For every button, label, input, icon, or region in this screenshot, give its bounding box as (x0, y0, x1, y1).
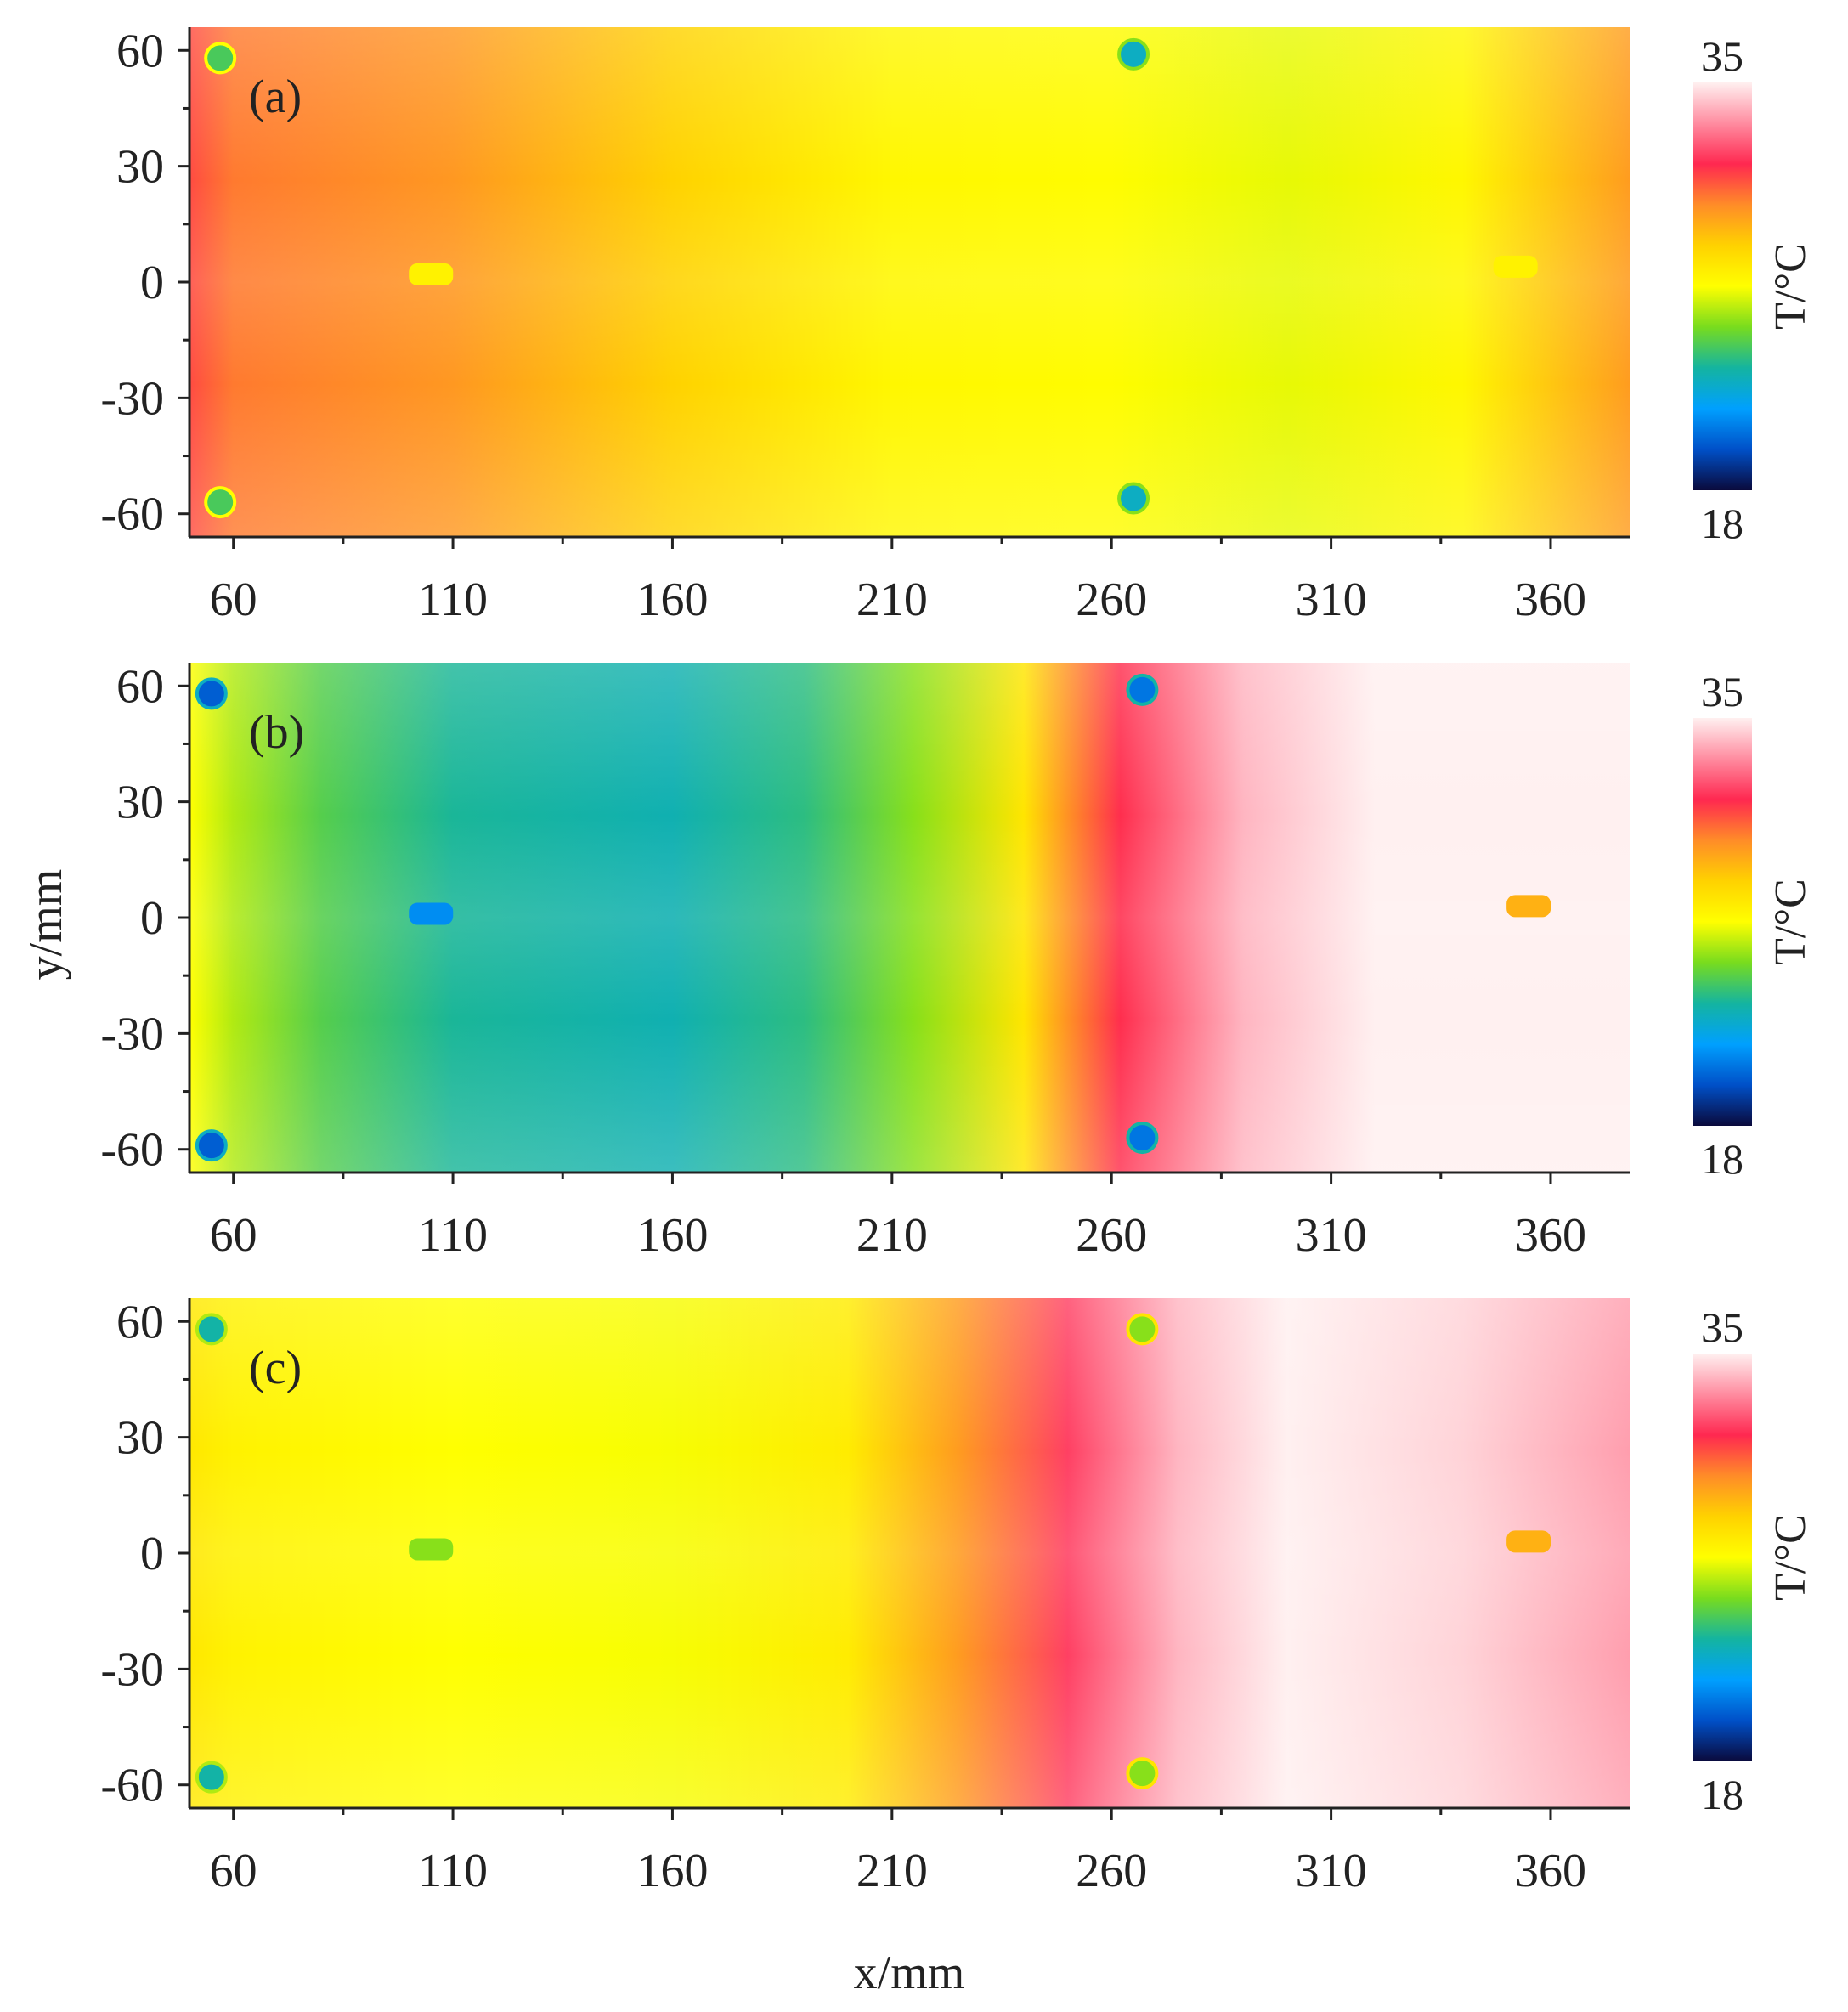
colorbar-max-label: 35 (1701, 668, 1743, 715)
x-tick-label: 60 (210, 1209, 257, 1262)
sensor-marker (1506, 1530, 1551, 1553)
x-tick-label: 360 (1515, 1209, 1586, 1262)
x-tick-label: 360 (1515, 1845, 1586, 1897)
x-tick-label: 160 (636, 574, 708, 626)
x-tick-label: 260 (1076, 1209, 1147, 1262)
sensor-marker (195, 1129, 228, 1162)
x-tick-label: 310 (1296, 1845, 1367, 1897)
x-tick-label: 260 (1076, 1845, 1147, 1897)
sensor-marker (1506, 895, 1551, 918)
y-tick-label: 60 (116, 25, 164, 77)
sensor-marker (409, 902, 454, 925)
colorbar-max-label: 35 (1701, 1303, 1743, 1351)
x-tick-label: 110 (418, 1845, 488, 1897)
sensor-marker (1126, 1757, 1159, 1790)
panel-label: (c) (249, 1342, 302, 1394)
sensor-marker (204, 42, 237, 75)
x-tick-label: 160 (636, 1845, 708, 1897)
y-tick-label: -60 (100, 489, 164, 541)
x-tick-label: 260 (1076, 574, 1147, 626)
sensor-marker (204, 486, 237, 519)
y-tick-label: 0 (140, 257, 164, 309)
y-tick-label: -30 (100, 372, 164, 425)
x-tick-label: 210 (856, 574, 928, 626)
x-tick-label: 310 (1296, 574, 1367, 626)
sensor-marker (195, 1313, 228, 1346)
y-tick-label: 0 (140, 1528, 164, 1580)
x-tick-label: 160 (636, 1209, 708, 1262)
y-tick-label: 60 (116, 660, 164, 713)
x-tick-label: 310 (1296, 1209, 1367, 1262)
sensor-marker (1126, 1122, 1159, 1155)
colorbar (1693, 82, 1752, 490)
panel-label: (b) (249, 706, 304, 759)
colorbar-min-label: 18 (1701, 1771, 1743, 1818)
sensor-marker (409, 1538, 454, 1561)
panel-a: 60 110 160 210 260 310 360 60 30 0 -30 -60 (a) 35 18 T/… (100, 25, 1815, 626)
colorbar (1693, 1354, 1752, 1761)
y-tick-label: 60 (116, 1296, 164, 1348)
heatmap-shading (189, 27, 1630, 537)
y-tick-label: 30 (116, 1412, 164, 1465)
x-tick-label: 60 (210, 1845, 257, 1897)
x-tick-label: 110 (418, 1209, 488, 1262)
heatmap-shading (189, 663, 1630, 1173)
x-tick-label: 110 (418, 574, 488, 626)
panel-c: 60 110 160 210 260 310 360 60 30 0 -30 -60 (c) 35 18 T/… (100, 1296, 1815, 1897)
y-tick-label: -60 (100, 1760, 164, 1812)
colorbar (1693, 718, 1752, 1126)
y-tick-label: 30 (116, 141, 164, 194)
sensor-marker (1493, 255, 1538, 278)
x-tick-label: 360 (1515, 574, 1586, 626)
x-axis-title: x/mm (854, 1947, 965, 1999)
sensor-marker (1126, 673, 1159, 706)
y-tick-label: -30 (100, 1008, 164, 1060)
x-tick-label: 210 (856, 1845, 928, 1897)
x-tick-label: 60 (210, 574, 257, 626)
sensor-marker (195, 677, 228, 710)
panel-b: 60 110 160 210 260 310 360 60 30 0 -30 -60 (b) 35 18 T/… (100, 660, 1815, 1262)
y-tick-label: 30 (116, 777, 164, 829)
colorbar-title: T/°C (1766, 243, 1815, 330)
sensor-marker (1126, 1313, 1159, 1346)
y-axis-title: y/mm (20, 869, 72, 981)
colorbar-title: T/°C (1766, 1514, 1815, 1601)
panel-label: (a) (249, 71, 302, 123)
colorbar-min-label: 18 (1701, 1135, 1743, 1183)
colorbar-title: T/°C (1766, 879, 1815, 965)
y-tick-label: 0 (140, 892, 164, 945)
sensor-marker (195, 1760, 228, 1794)
colorbar-min-label: 18 (1701, 500, 1743, 547)
y-tick-label: -30 (100, 1643, 164, 1696)
sensor-marker (409, 263, 454, 285)
y-tick-label: -60 (100, 1124, 164, 1177)
x-tick-label: 210 (856, 1209, 928, 1262)
heatmap-shading (189, 1298, 1630, 1808)
sensor-marker (1117, 37, 1150, 71)
colorbar-max-label: 35 (1701, 32, 1743, 80)
sensor-marker (1117, 482, 1150, 515)
